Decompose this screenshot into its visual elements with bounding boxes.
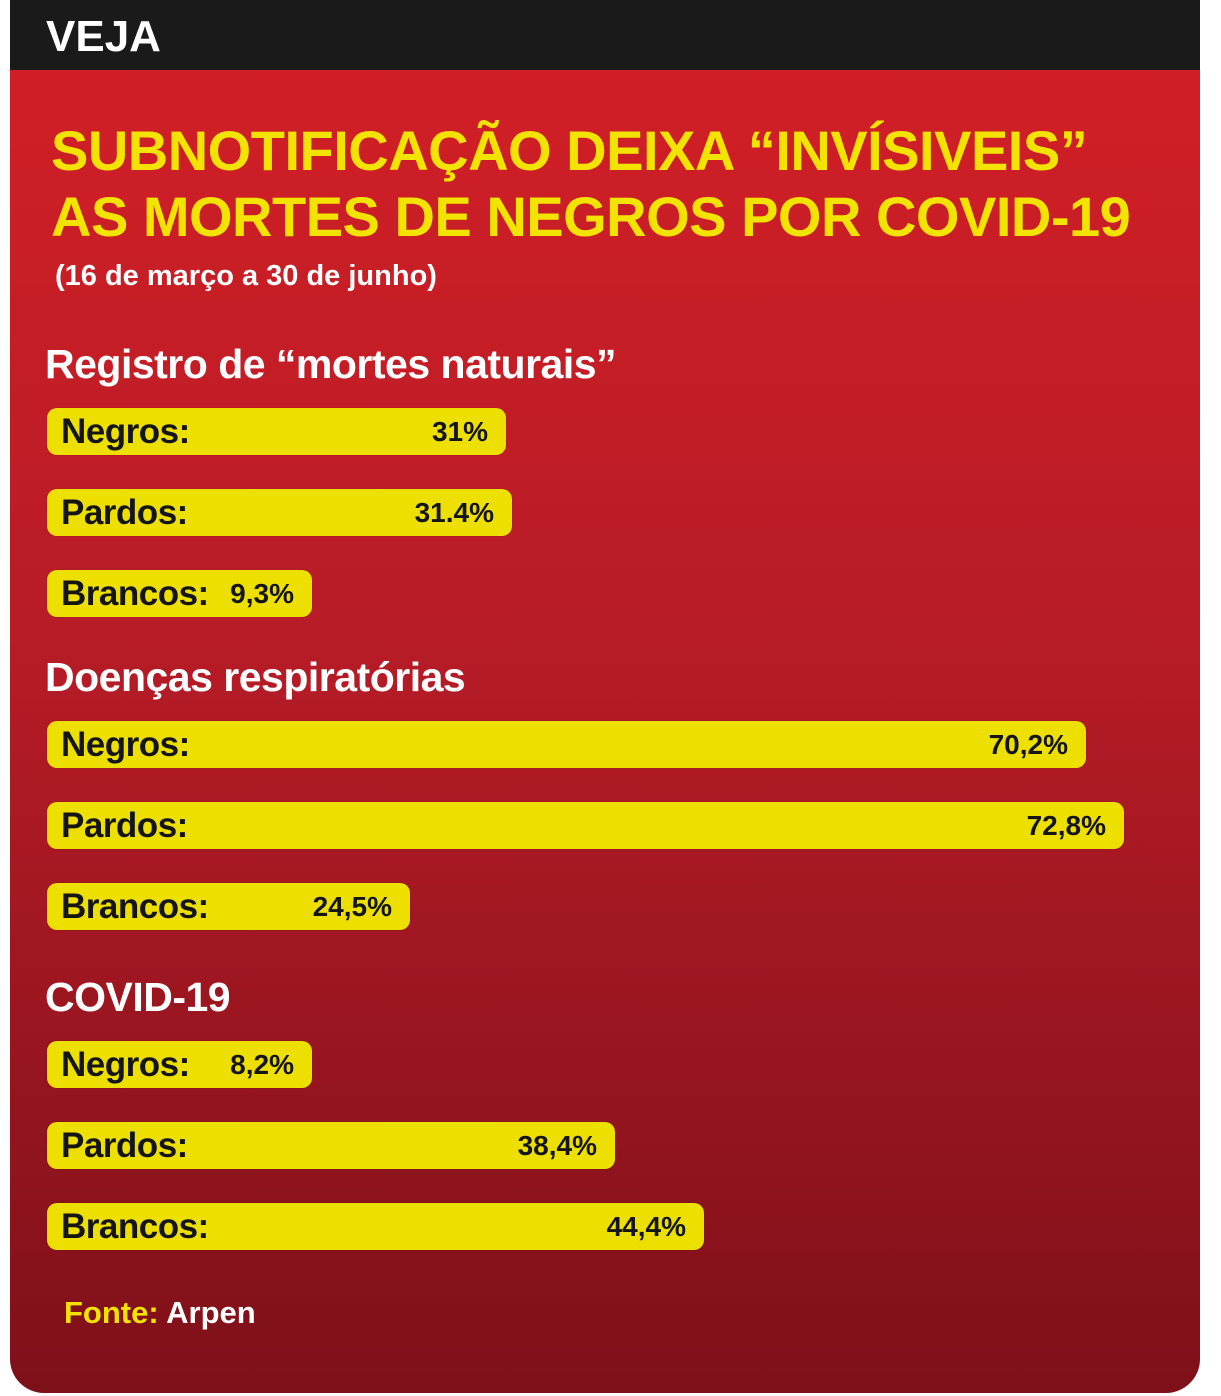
bar-value-label: 44,4% bbox=[606, 1211, 686, 1242]
bar: Negros: 31% bbox=[47, 408, 506, 455]
bar-category-label: Negros: bbox=[61, 725, 190, 764]
bar: Pardos: 31.4% bbox=[47, 489, 512, 536]
bar-value-label: 9,3% bbox=[230, 578, 294, 609]
top-bar: VEJA bbox=[10, 0, 1200, 70]
section-heading: Doenças respiratórias bbox=[45, 654, 466, 700]
bar-value-label: 70,2% bbox=[988, 729, 1068, 760]
bar-category-label: Pardos: bbox=[61, 806, 188, 845]
bar-value-label: 72,8% bbox=[1026, 810, 1106, 841]
bar: Pardos: 72,8% bbox=[47, 802, 1124, 849]
bar-category-label: Brancos: bbox=[61, 887, 209, 926]
bar-category-label: Negros: bbox=[61, 1045, 190, 1084]
source-label: Fonte: bbox=[64, 1295, 159, 1330]
bar: Brancos: 9,3% bbox=[47, 570, 312, 617]
bar-value-label: 8,2% bbox=[230, 1049, 294, 1080]
bar-value-label: 38,4% bbox=[517, 1130, 597, 1161]
chart-subtitle: (16 de março a 30 de junho) bbox=[55, 260, 437, 292]
source-note: Fonte: Arpen bbox=[64, 1293, 256, 1333]
bar: Negros: 8,2% bbox=[47, 1041, 312, 1088]
bar-category-label: Pardos: bbox=[61, 493, 188, 532]
bar-value-label: 31.4% bbox=[414, 497, 494, 528]
bar-value-label: 31% bbox=[431, 416, 488, 447]
section-heading: Registro de “mortes naturais” bbox=[45, 341, 617, 387]
bar-category-label: Brancos: bbox=[61, 1207, 209, 1246]
brand-logo: VEJA bbox=[46, 12, 161, 61]
bar-value-label: 24,5% bbox=[312, 891, 392, 922]
bar-category-label: Pardos: bbox=[61, 1126, 188, 1165]
section-heading: COVID-19 bbox=[45, 974, 231, 1020]
bar: Negros: 70,2% bbox=[47, 721, 1086, 768]
chart-title-line-1: SUBNOTIFICAÇÃO DEIXA “INVÍSIVEIS” bbox=[51, 119, 1088, 182]
chart-title-line-2: AS MORTES DE NEGROS POR COVID-19 bbox=[51, 185, 1131, 248]
bar-category-label: Negros: bbox=[61, 412, 190, 451]
source-value: Arpen bbox=[166, 1295, 256, 1330]
bar: Brancos: 44,4% bbox=[47, 1203, 704, 1250]
bar: Brancos: 24,5% bbox=[47, 883, 410, 930]
bar-category-label: Brancos: bbox=[61, 574, 209, 613]
bar: Pardos: 38,4% bbox=[47, 1122, 615, 1169]
chart-title: SUBNOTIFICAÇÃO DEIXA “INVÍSIVEIS” AS MOR… bbox=[51, 118, 1131, 250]
infographic-card: VEJA SUBNOTIFICAÇÃO DEIXA “INVÍSIVEIS” A… bbox=[10, 0, 1200, 1393]
